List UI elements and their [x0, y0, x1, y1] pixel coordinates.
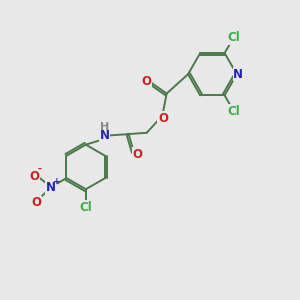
Text: O: O — [29, 170, 39, 183]
Text: O: O — [158, 112, 168, 125]
Text: Cl: Cl — [80, 201, 92, 214]
Text: N: N — [100, 129, 110, 142]
Text: O: O — [132, 148, 142, 161]
Text: H: H — [100, 122, 109, 132]
Text: N: N — [233, 68, 243, 81]
Text: Cl: Cl — [227, 31, 240, 44]
Text: N: N — [46, 181, 56, 194]
Text: +: + — [52, 177, 60, 186]
Text: O: O — [141, 75, 152, 88]
Text: -: - — [38, 164, 42, 174]
Text: O: O — [31, 196, 41, 209]
Text: Cl: Cl — [228, 105, 240, 118]
